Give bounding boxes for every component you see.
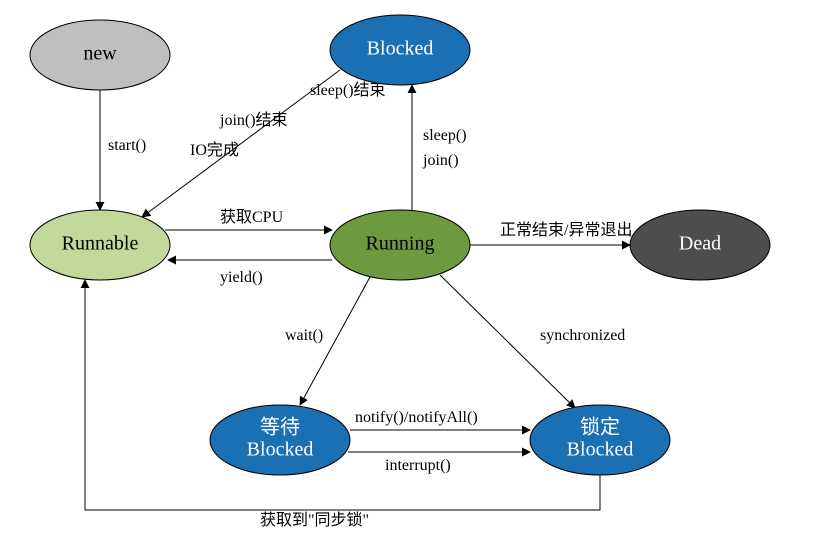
node-label-new-0: new bbox=[83, 43, 117, 65]
node-running: Running bbox=[330, 210, 470, 280]
node-label-blocked-0: Blocked bbox=[367, 38, 434, 60]
node-label-running-0: Running bbox=[366, 233, 435, 255]
edge-label-e_sleep: sleep() bbox=[423, 127, 467, 144]
node-label-runnable-0: Runnable bbox=[62, 233, 139, 255]
edge-label-e_getlock: 获取到"同步锁" bbox=[260, 511, 369, 529]
edge-label-e_wait: wait() bbox=[285, 327, 323, 344]
node-new: new bbox=[30, 20, 170, 90]
node-label-lockblk-0: 锁定 bbox=[580, 416, 620, 439]
nodes: newBlockedRunnableRunningDead等待Blocked锁定… bbox=[30, 15, 770, 475]
node-blocked: Blocked bbox=[330, 15, 470, 85]
edge-label-e_join: join() bbox=[422, 152, 459, 169]
edge-label-e_getcpu: 获取CPU bbox=[220, 208, 284, 226]
node-label-waitblk-1: Blocked bbox=[247, 439, 314, 461]
edge-label-e_yield: yield() bbox=[220, 269, 263, 286]
edge-label-e_dead: 正常结束/异常退出 bbox=[500, 221, 632, 239]
edge-label-e_back2: join()结束 bbox=[219, 111, 288, 129]
node-label-dead-0: Dead bbox=[679, 233, 721, 255]
node-waitblk: 等待Blocked bbox=[210, 405, 350, 475]
thread-state-diagram: start() 获取CPU yield() sleep() join() sleep()结… bbox=[0, 0, 828, 548]
node-dead: Dead bbox=[630, 210, 770, 280]
edge-label-e_notify: notify()/notifyAll() bbox=[355, 409, 478, 426]
node-runnable: Runnable bbox=[30, 210, 170, 280]
edge-label-e_start: start() bbox=[108, 137, 146, 154]
edge-e_getlock bbox=[85, 280, 600, 510]
node-lockblk: 锁定Blocked bbox=[530, 405, 670, 475]
edge-label-e_back1: sleep()结束 bbox=[310, 81, 386, 99]
node-label-waitblk-0: 等待 bbox=[260, 416, 300, 439]
node-label-lockblk-1: Blocked bbox=[567, 439, 634, 461]
edge-label-e_back3: IO完成 bbox=[190, 141, 239, 159]
edge-label-e_sync: synchronized bbox=[540, 327, 625, 344]
edge-label-e_intr: interrupt() bbox=[385, 457, 451, 474]
